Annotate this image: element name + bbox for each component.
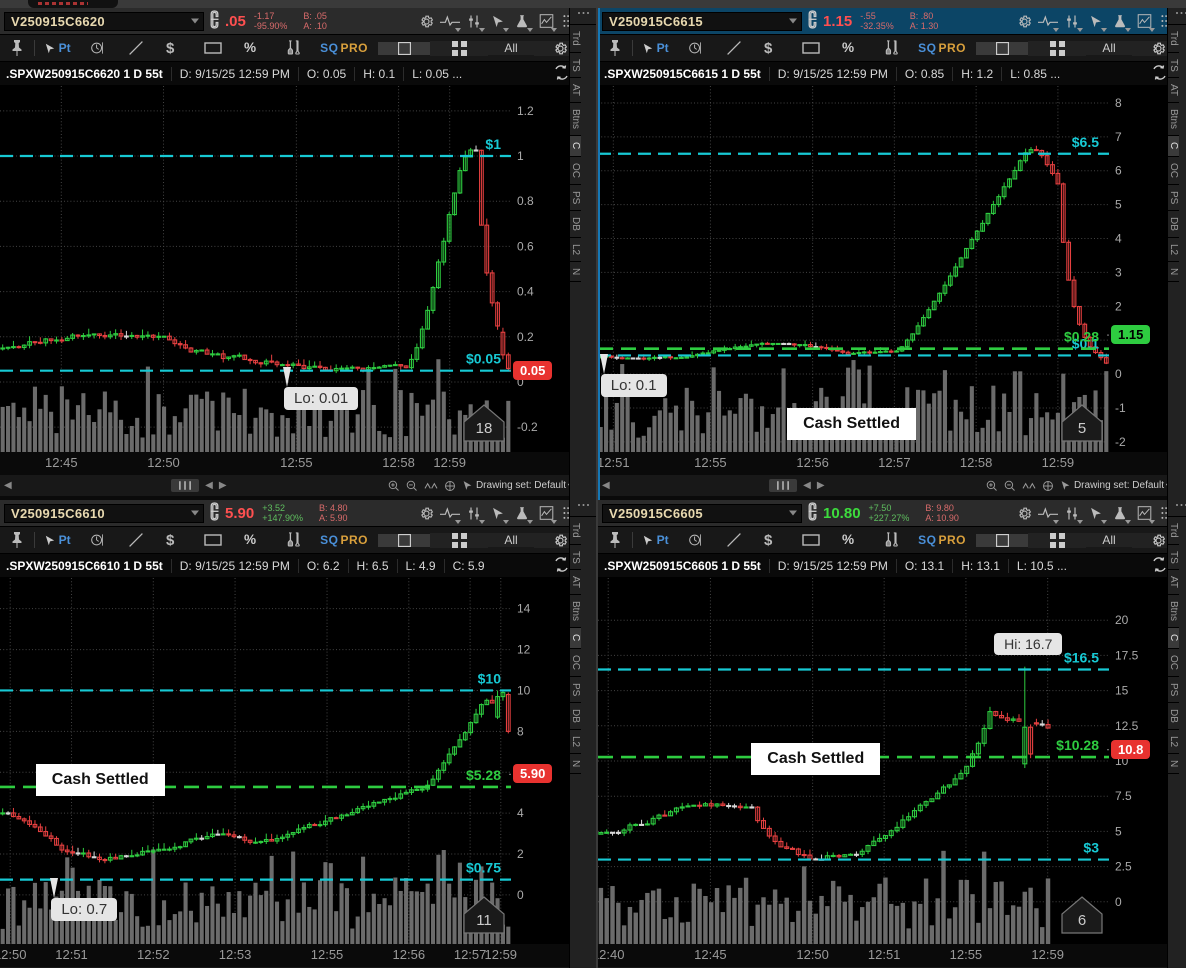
svg-text:%: % <box>842 532 854 547</box>
svg-text:1: 1 <box>517 149 524 163</box>
svg-text:0.8: 0.8 <box>517 194 534 208</box>
svg-text:$: $ <box>166 532 175 549</box>
svg-text:4: 4 <box>1115 232 1122 246</box>
svg-text:$: $ <box>166 40 175 57</box>
svg-text:0.6: 0.6 <box>517 239 534 253</box>
svg-text:3: 3 <box>1115 265 1122 279</box>
svg-text:8: 8 <box>1115 96 1122 110</box>
svg-text:10: 10 <box>517 683 531 697</box>
svg-text:%: % <box>244 532 256 547</box>
svg-text:$3: $3 <box>1083 840 1099 856</box>
svg-text:0.2: 0.2 <box>517 330 534 344</box>
svg-text:%: % <box>244 40 256 55</box>
svg-text:$: $ <box>764 40 773 57</box>
svg-text:6: 6 <box>1078 912 1086 929</box>
svg-text:5: 5 <box>1115 198 1122 212</box>
svg-text:7.5: 7.5 <box>1115 789 1132 803</box>
svg-text:0: 0 <box>1115 367 1122 381</box>
svg-text:7: 7 <box>1115 130 1122 144</box>
svg-text:$: $ <box>764 532 773 549</box>
svg-text:6: 6 <box>1115 164 1122 178</box>
svg-text:18: 18 <box>476 420 493 437</box>
svg-text:$10.28: $10.28 <box>1056 737 1099 753</box>
svg-text:0.4: 0.4 <box>517 285 534 299</box>
svg-text:8: 8 <box>517 724 524 738</box>
svg-text:2.5: 2.5 <box>1115 860 1132 874</box>
svg-text:2: 2 <box>517 847 524 861</box>
svg-text:4: 4 <box>517 806 524 820</box>
svg-text:2: 2 <box>1115 299 1122 313</box>
svg-text:$0.28: $0.28 <box>1064 329 1099 345</box>
svg-text:-2: -2 <box>1115 435 1126 449</box>
svg-text:12: 12 <box>517 643 531 657</box>
svg-text:$5.28: $5.28 <box>466 767 501 783</box>
svg-text:%: % <box>842 40 854 55</box>
svg-text:14: 14 <box>517 602 531 616</box>
svg-text:12.5: 12.5 <box>1115 719 1139 733</box>
svg-text:$1: $1 <box>485 136 501 152</box>
svg-text:5: 5 <box>1115 824 1122 838</box>
svg-text:-1: -1 <box>1115 401 1126 415</box>
svg-text:$16.5: $16.5 <box>1064 650 1099 666</box>
svg-text:$10: $10 <box>478 670 502 686</box>
svg-text:$0.75: $0.75 <box>466 860 501 876</box>
svg-text:1.2: 1.2 <box>517 104 534 118</box>
svg-text:0: 0 <box>1115 895 1122 909</box>
svg-text:17.5: 17.5 <box>1115 648 1139 662</box>
svg-text:$6.5: $6.5 <box>1072 134 1099 150</box>
svg-text:15: 15 <box>1115 684 1129 698</box>
svg-text:5: 5 <box>1078 420 1086 437</box>
svg-text:0: 0 <box>517 888 524 902</box>
svg-text:-0.2: -0.2 <box>517 420 538 434</box>
svg-text:20: 20 <box>1115 613 1129 627</box>
svg-text:11: 11 <box>476 912 492 929</box>
svg-text:$0.05: $0.05 <box>466 351 501 367</box>
